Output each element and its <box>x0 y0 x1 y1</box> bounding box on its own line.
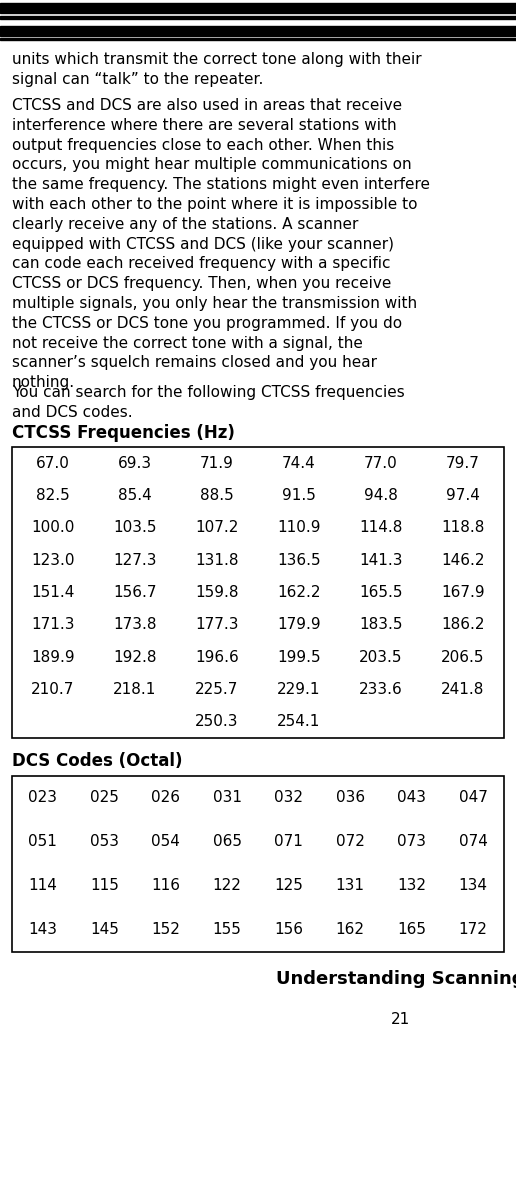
Text: 162.2: 162.2 <box>277 585 321 599</box>
Text: 122: 122 <box>213 878 241 893</box>
Text: 134: 134 <box>459 878 488 893</box>
Text: 88.5: 88.5 <box>200 489 234 503</box>
Text: 131: 131 <box>336 878 365 893</box>
Text: 183.5: 183.5 <box>359 617 403 632</box>
Text: CTCSS Frequencies (Hz): CTCSS Frequencies (Hz) <box>12 424 235 442</box>
Text: 116: 116 <box>151 878 180 893</box>
Text: You can search for the following CTCSS frequencies
and DCS codes.: You can search for the following CTCSS f… <box>12 385 405 420</box>
Text: 026: 026 <box>151 791 180 806</box>
Text: 145: 145 <box>90 923 119 937</box>
Text: 241.8: 241.8 <box>441 682 485 697</box>
Text: 82.5: 82.5 <box>36 489 70 503</box>
Text: 071: 071 <box>275 834 303 850</box>
Text: 155: 155 <box>213 923 241 937</box>
Text: 21: 21 <box>391 1012 410 1027</box>
Text: 94.8: 94.8 <box>364 489 398 503</box>
Text: 192.8: 192.8 <box>113 650 157 664</box>
Text: DCS Codes (Octal): DCS Codes (Octal) <box>12 752 183 771</box>
Text: 031: 031 <box>213 791 242 806</box>
Text: 173.8: 173.8 <box>113 617 157 632</box>
Text: 054: 054 <box>151 834 180 850</box>
Text: 196.6: 196.6 <box>195 650 239 664</box>
Text: 225.7: 225.7 <box>196 682 239 697</box>
Text: 107.2: 107.2 <box>196 520 239 536</box>
Text: 127.3: 127.3 <box>113 552 157 568</box>
Text: 165.5: 165.5 <box>359 585 403 599</box>
Text: 125: 125 <box>275 878 303 893</box>
Text: 151.4: 151.4 <box>31 585 75 599</box>
Text: 146.2: 146.2 <box>441 552 485 568</box>
Text: 172: 172 <box>459 923 488 937</box>
Text: 250.3: 250.3 <box>195 714 239 729</box>
Text: 136.5: 136.5 <box>277 552 321 568</box>
Text: 67.0: 67.0 <box>36 455 70 471</box>
Text: 143: 143 <box>28 923 57 937</box>
Bar <box>12 776 504 952</box>
Text: 77.0: 77.0 <box>364 455 398 471</box>
Text: 156: 156 <box>274 923 303 937</box>
Text: 141.3: 141.3 <box>359 552 403 568</box>
Text: 051: 051 <box>28 834 57 850</box>
Text: 115: 115 <box>90 878 119 893</box>
Text: 189.9: 189.9 <box>31 650 75 664</box>
Text: 179.9: 179.9 <box>277 617 321 632</box>
Text: 110.9: 110.9 <box>277 520 321 536</box>
Text: 043: 043 <box>397 791 426 806</box>
Text: 85.4: 85.4 <box>118 489 152 503</box>
Text: 032: 032 <box>274 791 303 806</box>
Text: 74.4: 74.4 <box>282 455 316 471</box>
Text: 103.5: 103.5 <box>113 520 157 536</box>
Bar <box>0 38 516 40</box>
Bar <box>0 4 516 13</box>
Text: 203.5: 203.5 <box>359 650 403 664</box>
Text: 177.3: 177.3 <box>195 617 239 632</box>
Text: 114.8: 114.8 <box>359 520 402 536</box>
Text: 162: 162 <box>336 923 365 937</box>
Text: 71.9: 71.9 <box>200 455 234 471</box>
Text: 165: 165 <box>397 923 426 937</box>
Bar <box>12 447 504 738</box>
Text: 036: 036 <box>336 791 365 806</box>
Text: 167.9: 167.9 <box>441 585 485 599</box>
Text: 229.1: 229.1 <box>277 682 321 697</box>
Text: 69.3: 69.3 <box>118 455 152 471</box>
Bar <box>0 17 516 19</box>
Text: 206.5: 206.5 <box>441 650 485 664</box>
Text: 171.3: 171.3 <box>31 617 75 632</box>
Text: 118.8: 118.8 <box>441 520 485 536</box>
Text: 131.8: 131.8 <box>195 552 239 568</box>
Text: units which transmit the correct tone along with their
signal can “talk” to the : units which transmit the correct tone al… <box>12 52 422 87</box>
Text: 97.4: 97.4 <box>446 489 480 503</box>
Text: 79.7: 79.7 <box>446 455 480 471</box>
Text: 186.2: 186.2 <box>441 617 485 632</box>
Text: 199.5: 199.5 <box>277 650 321 664</box>
Text: 91.5: 91.5 <box>282 489 316 503</box>
Text: 159.8: 159.8 <box>195 585 239 599</box>
Text: 100.0: 100.0 <box>31 520 75 536</box>
Text: 065: 065 <box>213 834 242 850</box>
Text: 156.7: 156.7 <box>113 585 157 599</box>
Text: 132: 132 <box>397 878 426 893</box>
Text: 072: 072 <box>336 834 365 850</box>
Bar <box>0 26 516 37</box>
Text: 025: 025 <box>90 791 119 806</box>
Text: 074: 074 <box>459 834 488 850</box>
Text: 233.6: 233.6 <box>359 682 403 697</box>
Text: 053: 053 <box>90 834 119 850</box>
Text: CTCSS and DCS are also used in areas that receive
interference where there are s: CTCSS and DCS are also used in areas tha… <box>12 98 430 391</box>
Text: 023: 023 <box>28 791 57 806</box>
Text: 254.1: 254.1 <box>277 714 320 729</box>
Text: 210.7: 210.7 <box>31 682 75 697</box>
Text: Understanding Scanning: Understanding Scanning <box>276 970 516 988</box>
Text: 218.1: 218.1 <box>114 682 157 697</box>
Text: 123.0: 123.0 <box>31 552 75 568</box>
Text: 073: 073 <box>397 834 426 850</box>
Text: 047: 047 <box>459 791 488 806</box>
Text: 152: 152 <box>151 923 180 937</box>
Text: 114: 114 <box>28 878 57 893</box>
